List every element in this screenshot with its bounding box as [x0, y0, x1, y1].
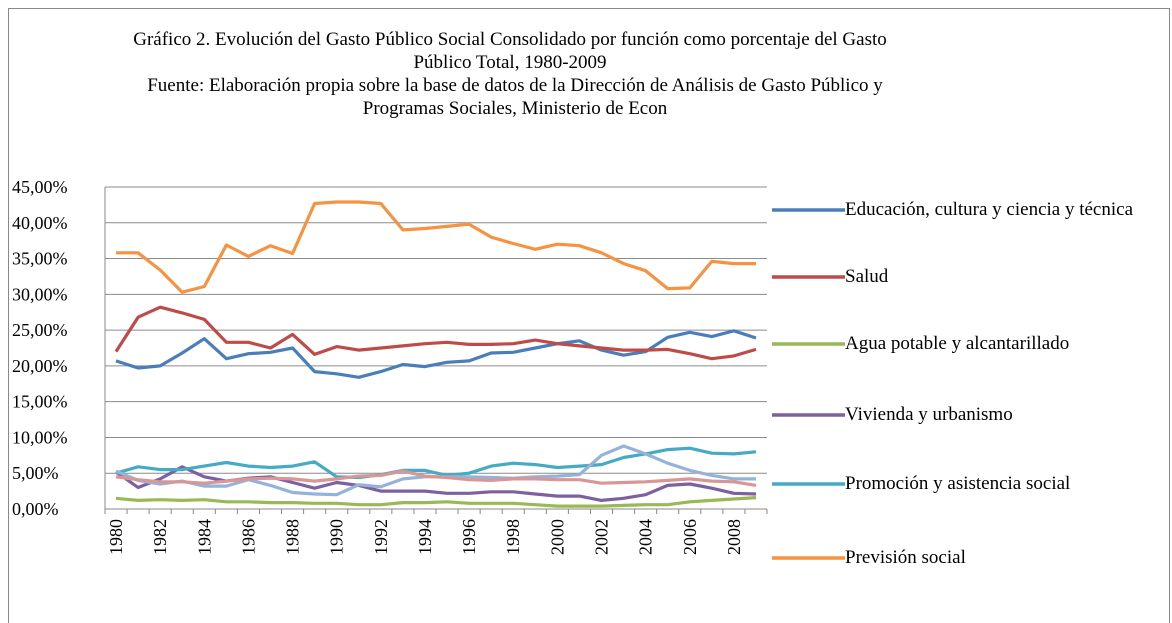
y-tick-label: 25,00%: [12, 320, 68, 340]
x-tick-label: 2002: [592, 519, 612, 555]
x-tick-label: 1990: [327, 519, 347, 555]
y-tick-label: 20,00%: [12, 356, 68, 376]
series-line: [114, 305, 757, 361]
legend-label: Promoción y asistencia social: [845, 473, 1071, 494]
x-tick-label: 1982: [150, 519, 170, 555]
x-tick-label: 1984: [194, 519, 214, 555]
x-tick-label: 1980: [106, 519, 126, 555]
y-tick-label: 15,00%: [12, 392, 68, 412]
y-tick-label: 5,00%: [12, 463, 59, 483]
x-tick-label: 2008: [724, 519, 744, 555]
series-line: [115, 469, 757, 487]
legend-label: Agua potable y alcantarillado: [845, 333, 1070, 354]
x-tick-label: 1998: [503, 519, 523, 555]
series-line: [115, 446, 757, 480]
x-tick-label: 2006: [680, 519, 700, 555]
x-tick-label: 1986: [238, 519, 258, 555]
legend-label: Vivienda y urbanismo: [845, 404, 1013, 425]
chart-title: Gráfico 2. Evolución del Gasto Público S…: [133, 29, 887, 73]
x-tick-label: 2000: [547, 519, 567, 555]
y-tick-label: 40,00%: [12, 213, 68, 233]
legend-label: Salud: [845, 266, 889, 287]
y-tick-label: 30,00%: [12, 284, 68, 304]
y-tick-label: 35,00%: [12, 249, 68, 269]
legend-label: Previsión social: [845, 547, 966, 568]
series-line: [115, 496, 757, 508]
y-tick-label: 0,00%: [12, 499, 59, 519]
y-tick-label: 10,00%: [12, 427, 68, 447]
x-tick-label: 1996: [459, 519, 479, 555]
chart-frame: [8, 8, 1170, 623]
series-line: [116, 200, 756, 294]
y-tick-label: 45,00%: [12, 177, 68, 197]
series-line: [115, 329, 757, 379]
chart-subtitle: Fuente: Elaboración propia sobre la base…: [147, 75, 883, 119]
x-tick-label: 1988: [283, 519, 303, 555]
legend-label: Educación, cultura y ciencia y técnica: [845, 199, 1134, 220]
x-tick-label: 2004: [636, 519, 656, 555]
x-tick-label: 1994: [415, 519, 435, 555]
x-tick-label: 1992: [371, 519, 391, 555]
